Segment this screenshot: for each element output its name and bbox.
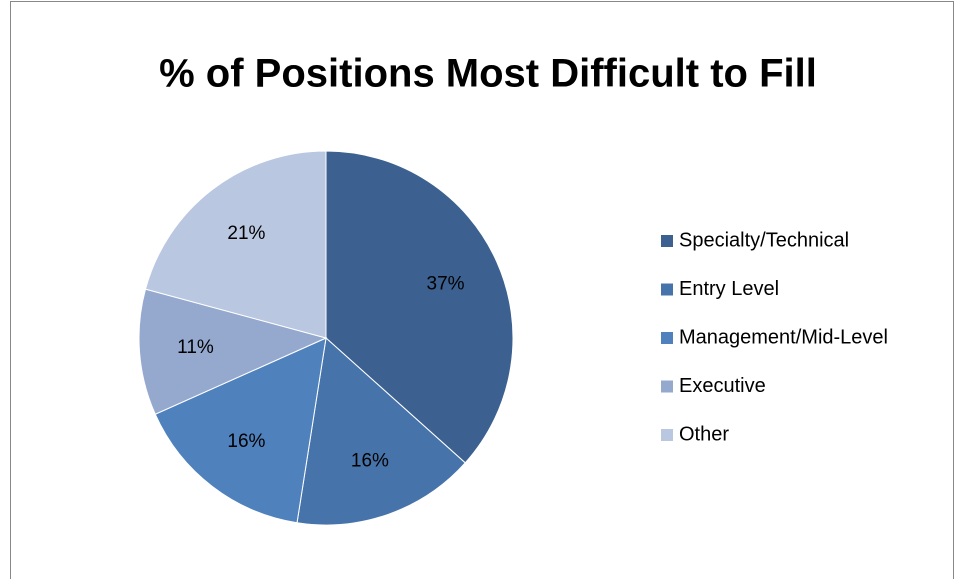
legend-label: Management/Mid-Level [679,326,888,348]
legend-label: Other [679,423,729,445]
data-label: 21% [227,223,265,244]
pie-slice [144,150,327,339]
legend-swatch [661,332,673,344]
data-label: 37% [427,274,465,295]
data-label: 16% [227,431,265,452]
legend-swatch [661,283,673,296]
pie-slice [138,288,328,415]
legend-label: Executive [679,375,766,397]
legend-swatch [661,380,673,393]
legend-swatch [661,235,673,247]
legend-swatch [661,429,673,441]
pie-slice [296,337,466,526]
data-label: 11% [177,337,214,358]
pie-slice [325,150,514,464]
chart-title: % of Positions Most Difficult to Fill [159,52,817,96]
legend-label: Specialty/Technical [679,229,849,251]
pie-slice [154,337,327,524]
legend-label: Entry Level [679,278,779,300]
data-label: 16% [351,450,389,471]
